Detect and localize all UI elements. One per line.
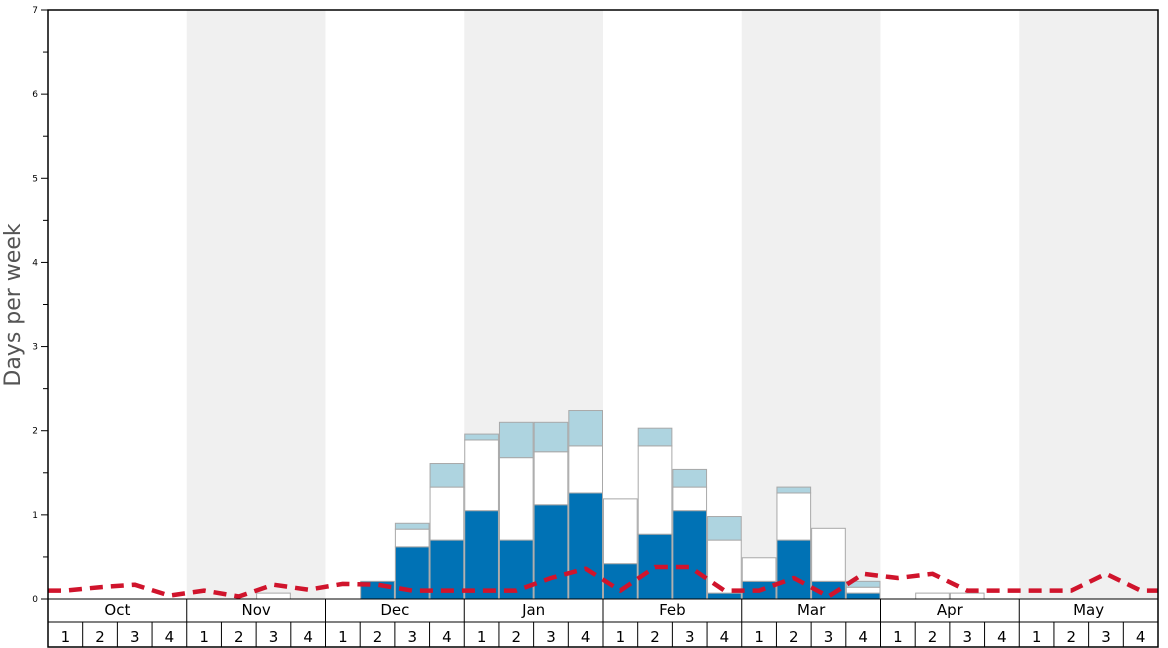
week-label: 3 (685, 628, 695, 646)
week-label: 2 (650, 628, 660, 646)
month-label: May (1073, 601, 1104, 619)
week-label: 1 (893, 628, 903, 646)
week-label: 1 (61, 628, 71, 646)
month-label: Dec (380, 601, 409, 619)
week-label: 4 (165, 628, 175, 646)
bar-segment (533, 421, 569, 453)
month-label: Feb (659, 601, 686, 619)
week-label: 1 (199, 628, 209, 646)
bar-segment (637, 445, 673, 535)
week-label: 4 (1136, 628, 1146, 646)
week-label: 4 (858, 628, 868, 646)
week-label: 4 (442, 628, 452, 646)
y-tick-label: 5 (32, 174, 38, 184)
week-label: 2 (789, 628, 799, 646)
week-label: 3 (962, 628, 972, 646)
bar-segment (568, 445, 603, 494)
bar-segment (464, 439, 499, 512)
bar-segment (776, 486, 812, 494)
bar-segment (394, 528, 430, 548)
bar-segment (949, 592, 985, 600)
y-tick-label: 3 (32, 343, 38, 353)
bar-segment (672, 510, 708, 600)
week-label: 3 (824, 628, 834, 646)
x-axis: Oct Nov Dec Jan Feb Mar Apr May 1 2 3 4 1 2 3 4 1 2 3 4 1 2 3 4… (61, 599, 1146, 647)
bar-segment (776, 492, 812, 541)
week-label: 1 (616, 628, 626, 646)
bar-segment (429, 486, 465, 541)
week-label: 3 (269, 628, 279, 646)
bar-segment (464, 433, 499, 441)
bar-segment (498, 457, 534, 541)
y-axis-label: Days per week (1, 223, 26, 386)
month-band (186, 10, 326, 599)
bar-segment (707, 516, 742, 541)
bar-segment (568, 410, 603, 447)
week-label: 3 (130, 628, 140, 646)
bar-segment (533, 504, 569, 600)
week-label: 3 (1101, 628, 1111, 646)
bar-segment (845, 592, 881, 600)
bar-segment (811, 527, 846, 582)
bar-segment (637, 427, 673, 447)
week-label: 1 (754, 628, 764, 646)
bar-segment (394, 522, 430, 530)
bar-segment (533, 451, 569, 506)
bar-segment (568, 492, 603, 600)
month-band (880, 10, 1020, 599)
bar-segment (429, 463, 465, 488)
month-band (48, 10, 187, 599)
week-label: 2 (373, 628, 383, 646)
bar-segment (707, 592, 742, 600)
week-label: 2 (1067, 628, 1077, 646)
week-label: 2 (95, 628, 105, 646)
week-label: 4 (997, 628, 1007, 646)
month-label: Jan (521, 601, 545, 619)
week-label: 2 (928, 628, 938, 646)
week-label: 4 (720, 628, 730, 646)
bar-segment (464, 510, 499, 600)
week-label: 2 (512, 628, 522, 646)
week-label: 2 (234, 628, 244, 646)
bar-segment (845, 580, 881, 588)
y-tick-label: 4 (32, 258, 38, 268)
y-tick-label: 7 (32, 6, 38, 16)
bar-segment (603, 498, 638, 565)
week-label: 3 (407, 628, 417, 646)
bar-segment (672, 486, 708, 512)
y-axis: 0 1 2 3 4 5 6 7 (32, 6, 48, 605)
series-line (48, 564, 1158, 599)
month-band (1019, 10, 1158, 599)
month-label: Mar (797, 601, 826, 619)
y-tick-label: 0 (32, 595, 38, 605)
y-tick-label: 1 (32, 511, 38, 521)
week-label: 4 (303, 628, 313, 646)
week-label: 1 (1032, 628, 1042, 646)
month-label: Oct (104, 601, 130, 619)
y-tick-label: 2 (32, 427, 38, 437)
line-layer (48, 564, 1158, 599)
bar-segment (672, 468, 708, 488)
bar-segment (845, 586, 881, 594)
week-label: 1 (477, 628, 487, 646)
bar-segment (498, 421, 534, 459)
week-label: 3 (546, 628, 556, 646)
week-label: 1 (338, 628, 348, 646)
week-label: 4 (581, 628, 591, 646)
bar-segment (741, 557, 777, 582)
month-label: Nov (241, 601, 270, 619)
bar-segment (256, 592, 291, 600)
y-tick-label: 6 (32, 90, 38, 100)
bar-segment (915, 592, 950, 600)
bar-segment (776, 539, 812, 600)
month-label: Apr (937, 601, 964, 619)
